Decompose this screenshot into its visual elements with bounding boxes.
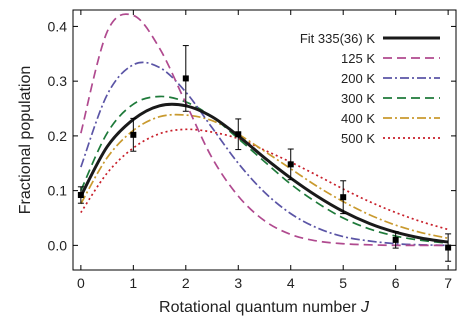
series-line [80, 61, 449, 247]
y-tick-label: 0.3 [48, 73, 68, 89]
x-tick-label: 5 [339, 275, 347, 291]
y-tick-label: 0.1 [48, 183, 68, 199]
legend-label: 200 K [341, 71, 375, 86]
x-axis-label-text: Rotational quantum number [159, 299, 357, 316]
data-point [77, 192, 84, 199]
x-tick-label: 0 [77, 275, 85, 291]
legend-label: 500 K [341, 131, 375, 146]
x-tick-label: 7 [444, 275, 452, 291]
axis-ticks [73, 10, 456, 270]
data-point [130, 131, 137, 138]
series-line [80, 128, 449, 231]
data-point [287, 161, 294, 168]
x-tick-labels: 0 1 2 3 4 5 6 7 [77, 275, 452, 291]
series-line [80, 113, 449, 240]
measured-points [77, 45, 452, 262]
series-curves [79, 13, 449, 247]
data-point [340, 194, 347, 201]
x-tick-label: 2 [182, 275, 190, 291]
x-tick-label: 4 [287, 275, 295, 291]
legend-label: 400 K [341, 111, 375, 126]
x-tick-label: 6 [392, 275, 400, 291]
data-point [392, 236, 399, 243]
data-point [182, 75, 189, 82]
y-tick-label: 0.0 [48, 237, 68, 253]
y-tick-label: 0.2 [48, 128, 68, 144]
legend: Fit 335(36) K 125 K 200 K 300 K 400 K 500 K [300, 31, 440, 146]
x-axis-label-symbol: J [360, 299, 370, 316]
series-line [80, 95, 449, 245]
legend-label: Fit 335(36) K [300, 31, 375, 46]
x-tick-label: 1 [129, 275, 137, 291]
y-tick-labels: 0.0 0.1 0.2 0.3 0.4 [48, 18, 68, 253]
legend-label: 300 K [341, 91, 375, 106]
x-axis-label: Rotational quantum number J [159, 299, 370, 316]
data-point [445, 244, 452, 251]
y-axis-label: Fractional population [17, 66, 34, 215]
series-line [79, 102, 449, 244]
data-point [235, 131, 242, 138]
plot-frame [72, 9, 457, 271]
series-line [80, 13, 449, 247]
x-tick-label: 3 [234, 275, 242, 291]
legend-label: 125 K [341, 51, 375, 66]
y-tick-label: 0.4 [48, 18, 68, 34]
